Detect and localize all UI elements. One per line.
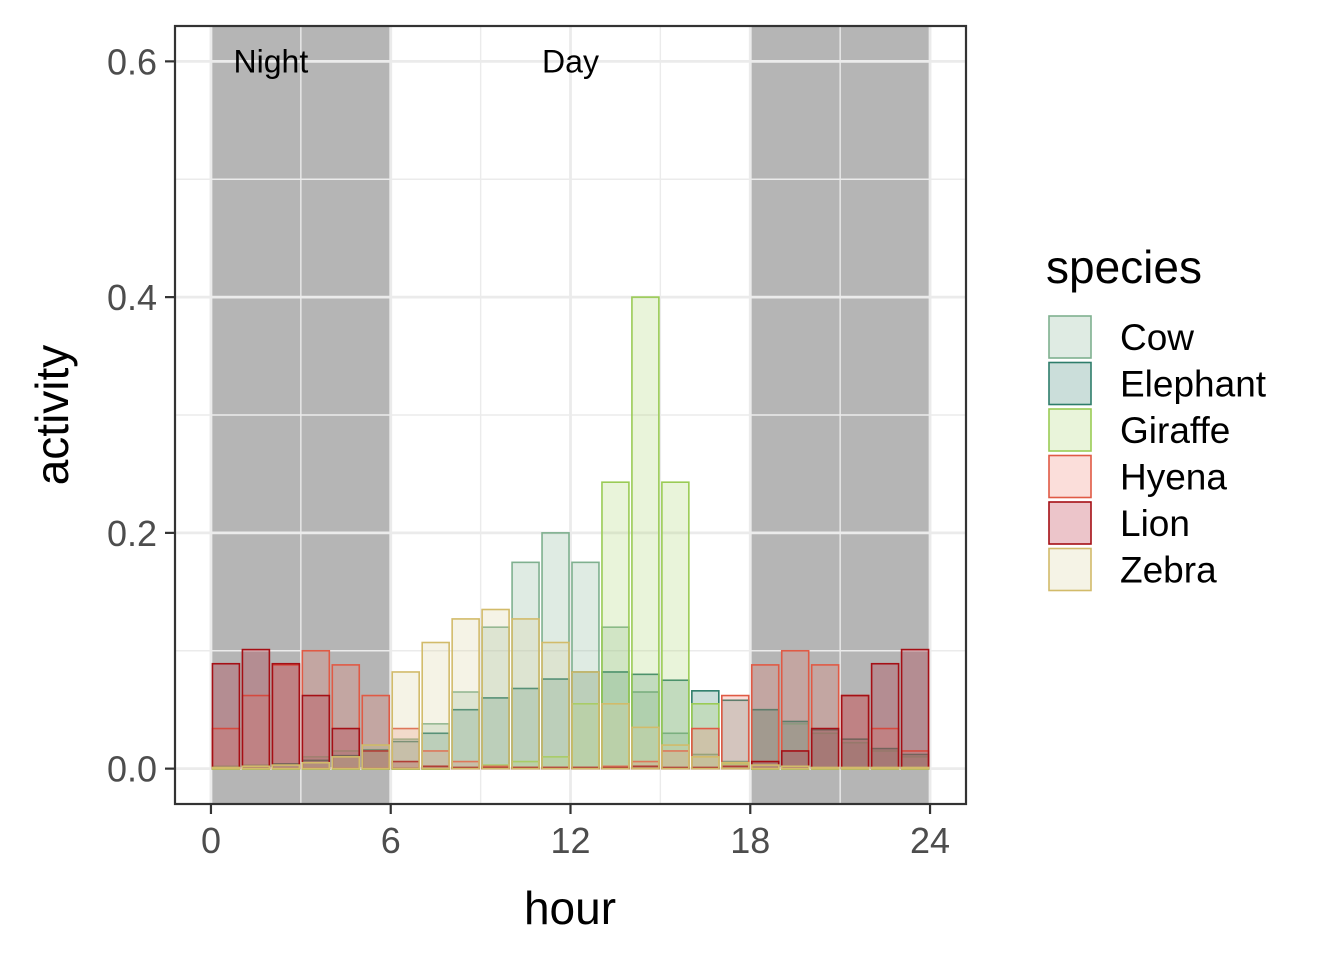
legend: species Cow Elephant Giraffe Hyena Lion Zebra xyxy=(1046,241,1267,592)
y-axis-title: activity xyxy=(26,345,78,486)
bar-hyena xyxy=(241,694,271,770)
bar-zebra xyxy=(301,761,331,770)
bar-zebra xyxy=(241,765,271,770)
bar-lion xyxy=(331,727,361,770)
legend-key-lion xyxy=(1048,501,1092,545)
bar-zebra xyxy=(391,671,420,770)
bar-hyena xyxy=(331,664,361,770)
bar-giraffe xyxy=(691,703,720,770)
axis-titles: hour activity xyxy=(26,345,616,934)
bar-zebra xyxy=(721,761,750,770)
y-tick-label: 0.0 xyxy=(107,749,157,790)
bar-zebra xyxy=(541,641,570,770)
legend-key-cow xyxy=(1048,315,1092,359)
bar-zebra xyxy=(451,618,480,770)
bar-zebra xyxy=(601,703,630,770)
bar-elephant xyxy=(661,679,690,770)
bar-cow xyxy=(631,691,660,770)
bar-zebra xyxy=(571,671,600,770)
bar-zebra xyxy=(631,726,660,770)
bars xyxy=(211,296,930,770)
bar-hyena xyxy=(750,664,780,770)
y-tick-label: 0.4 xyxy=(107,277,157,318)
legend-label: Hyena xyxy=(1120,457,1227,498)
bar-elephant xyxy=(721,699,750,770)
x-tick-label: 6 xyxy=(381,820,401,861)
annotation-day: Day xyxy=(542,43,599,79)
bar-giraffe xyxy=(601,481,630,770)
bar-lion xyxy=(870,662,900,770)
x-tick-label: 18 xyxy=(730,820,770,861)
bar-zebra xyxy=(870,766,900,770)
series-elephant xyxy=(211,671,930,770)
x-tick-label: 12 xyxy=(550,820,590,861)
bar-zebra xyxy=(810,766,840,770)
legend-key-elephant xyxy=(1048,361,1092,406)
bar-elephant xyxy=(601,671,630,770)
series-cow xyxy=(211,532,930,770)
legend-label: Lion xyxy=(1120,503,1190,544)
legend-label: Giraffe xyxy=(1120,410,1230,451)
bar-giraffe xyxy=(631,296,660,770)
bar-hyena xyxy=(691,727,720,770)
y-tick-label: 0.2 xyxy=(107,513,157,554)
bar-cow xyxy=(571,561,600,770)
bar-lion xyxy=(900,648,930,770)
bar-lion xyxy=(241,648,271,770)
bar-hyena xyxy=(780,649,810,770)
bar-lion xyxy=(211,662,241,770)
bar-zebra xyxy=(421,641,450,770)
legend-key-zebra xyxy=(1048,547,1092,592)
x-tick-label: 0 xyxy=(201,820,221,861)
bar-zebra xyxy=(211,766,241,770)
annotations: Night Day xyxy=(234,43,599,79)
bar-cow xyxy=(541,532,570,770)
legend-key-giraffe xyxy=(1048,408,1092,452)
bar-giraffe xyxy=(661,481,690,770)
bar-zebra xyxy=(361,744,391,770)
bar-hyena xyxy=(721,694,750,770)
bar-zebra xyxy=(840,766,870,770)
bar-hyena xyxy=(361,694,391,770)
bar-zebra xyxy=(750,764,780,770)
y-tick-label: 0.6 xyxy=(107,41,157,82)
series-giraffe xyxy=(211,296,930,770)
bar-zebra xyxy=(481,608,510,770)
legend-label: Elephant xyxy=(1120,364,1267,405)
legend-title: species xyxy=(1046,241,1202,293)
annotation-night: Night xyxy=(234,43,309,79)
x-tick-label: 24 xyxy=(910,820,950,861)
bar-zebra xyxy=(511,618,540,770)
axes: 0 6 12 18 24 0.0 0.2 0.4 0.6 xyxy=(107,41,950,861)
bar-zebra xyxy=(661,744,690,770)
series-zebra xyxy=(211,608,930,770)
bar-lion xyxy=(810,727,840,770)
bar-zebra xyxy=(271,764,301,770)
bar-lion xyxy=(301,694,331,770)
series-lion xyxy=(211,648,930,770)
legend-key-hyena xyxy=(1048,454,1092,499)
legend-label: Cow xyxy=(1120,317,1194,358)
bar-zebra xyxy=(331,756,361,770)
bar-zebra xyxy=(780,765,810,770)
bar-lion xyxy=(271,662,301,770)
bar-zebra xyxy=(900,766,930,770)
x-axis-title: hour xyxy=(524,882,616,934)
legend-label: Zebra xyxy=(1120,550,1217,591)
bar-zebra xyxy=(691,756,720,770)
bar-cow xyxy=(810,732,840,770)
bar-lion xyxy=(840,694,870,770)
bar-hyena xyxy=(810,664,840,770)
